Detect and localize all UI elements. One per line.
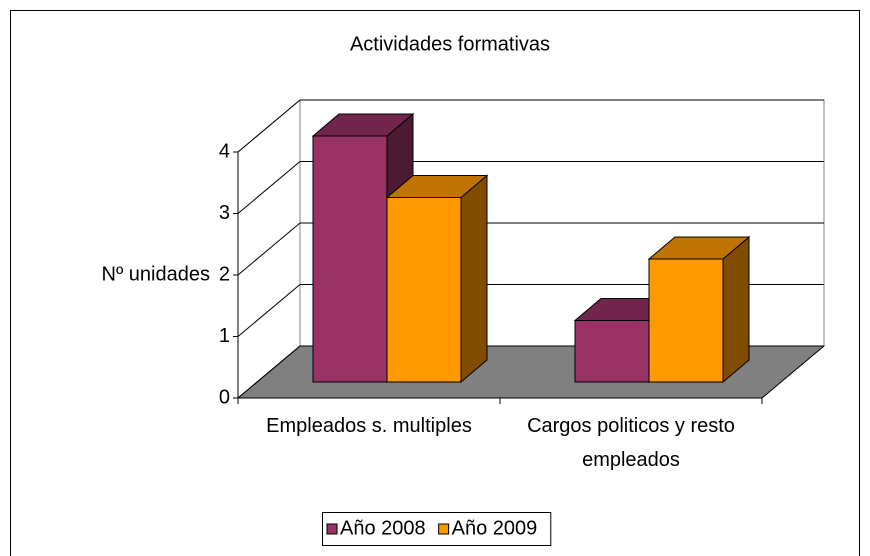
- y-tick-label: 0: [219, 386, 230, 408]
- bar: [386, 197, 462, 383]
- x-tick-label: Empleados s. multiples: [266, 415, 472, 437]
- bar-side: [460, 174, 488, 384]
- y-tick-label: 1: [219, 325, 230, 347]
- grid-line: [237, 345, 301, 399]
- y-axis-label: Nº unidades: [102, 263, 211, 285]
- chart-title: Actividades formativas: [350, 33, 550, 55]
- bar: [648, 258, 724, 383]
- y-tick-label: 4: [219, 140, 230, 162]
- grid-line: [237, 99, 301, 153]
- bar: [312, 135, 388, 383]
- x-tick-label-line: Empleados s. multiples: [266, 415, 472, 437]
- y-tick-label: 2: [219, 263, 230, 285]
- legend-swatch: [438, 523, 450, 535]
- x-tick-label-line: Cargos politicos y resto: [527, 415, 735, 437]
- legend-label: Año 2009: [452, 517, 538, 539]
- grid-line: [237, 222, 301, 276]
- bar-side: [722, 235, 750, 384]
- grid-line: [237, 284, 301, 337]
- chart-border: [10, 10, 860, 556]
- bar: [574, 320, 650, 383]
- y-tick-label: 3: [219, 202, 230, 224]
- legend: [322, 512, 552, 546]
- legend-label: Año 2008: [340, 517, 426, 539]
- x-tick-label-line: empleados: [582, 449, 680, 471]
- x-tick-label: Cargos politicos y resto empleados: [527, 415, 735, 471]
- legend-swatch: [326, 523, 338, 535]
- grid-line: [237, 161, 301, 214]
